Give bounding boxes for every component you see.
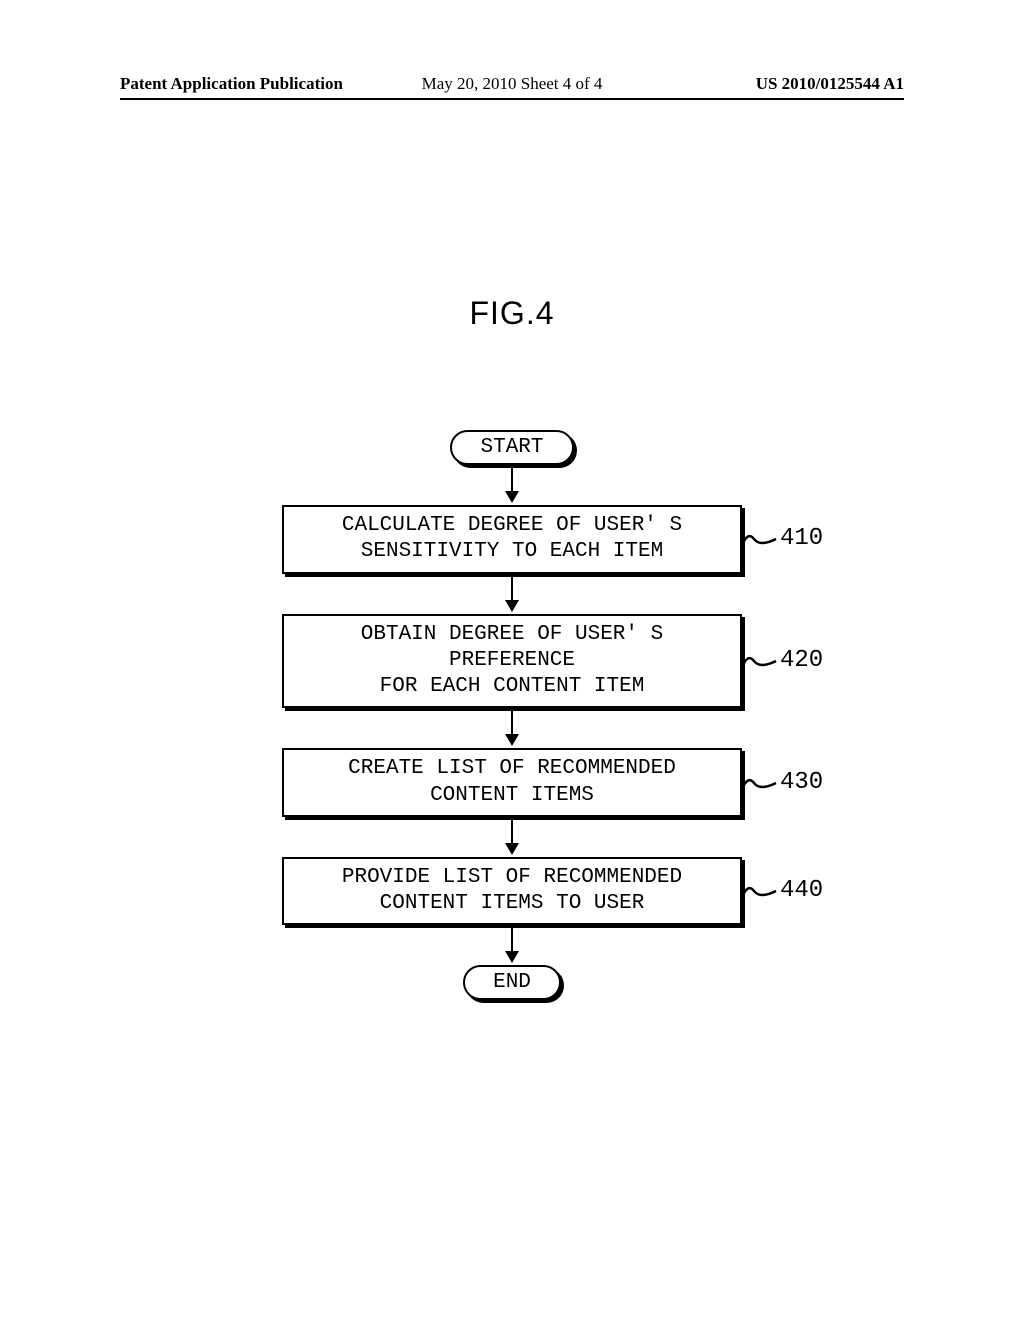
arrow-head-icon <box>505 843 519 855</box>
arrow-head-icon <box>505 491 519 503</box>
arrow-head-icon <box>505 600 519 612</box>
flow-arrow <box>492 708 532 748</box>
arrow-line <box>511 817 514 845</box>
n430-label: 430 <box>780 768 823 798</box>
start-terminal: START <box>450 430 573 465</box>
n440-label: 440 <box>780 876 823 906</box>
flowchart: START CALCULATE DEGREE OF USER' SSENSITIV… <box>202 430 822 1000</box>
n430-process: CREATE LIST OF RECOMMENDEDCONTENT ITEMS4… <box>282 748 742 817</box>
arrow-head-icon <box>505 734 519 746</box>
n420-label: 420 <box>780 646 823 676</box>
n440-label-connector: 440 <box>740 876 823 906</box>
header-rule <box>120 98 904 100</box>
n440-process: PROVIDE LIST OF RECOMMENDEDCONTENT ITEMS… <box>282 857 742 926</box>
n420-label-connector: 420 <box>740 646 823 676</box>
figure-title: FIG.4 <box>469 295 554 332</box>
flow-arrow <box>492 574 532 614</box>
arrow-line <box>511 465 514 493</box>
flow-arrow <box>492 465 532 505</box>
header-left: Patent Application Publication <box>120 74 343 94</box>
connector-curve-icon <box>740 525 778 553</box>
end-terminal: END <box>463 965 561 1000</box>
flow-arrow <box>492 925 532 965</box>
header-right: US 2010/0125544 A1 <box>756 74 904 94</box>
n430-label-connector: 430 <box>740 768 823 798</box>
arrow-line <box>511 574 514 602</box>
n410-process: CALCULATE DEGREE OF USER' SSENSITIVITY T… <box>282 505 742 574</box>
header-center: May 20, 2010 Sheet 4 of 4 <box>422 74 603 94</box>
connector-curve-icon <box>740 647 778 675</box>
arrow-head-icon <box>505 951 519 963</box>
n410-label: 410 <box>780 524 823 554</box>
arrow-line <box>511 925 514 953</box>
page-header: Patent Application Publication May 20, 2… <box>0 74 1024 94</box>
connector-curve-icon <box>740 877 778 905</box>
n410-label-connector: 410 <box>740 524 823 554</box>
flow-arrow <box>492 817 532 857</box>
n420-process: OBTAIN DEGREE OF USER' S PREFERENCEFOR E… <box>282 614 742 709</box>
connector-curve-icon <box>740 769 778 797</box>
arrow-line <box>511 708 514 736</box>
